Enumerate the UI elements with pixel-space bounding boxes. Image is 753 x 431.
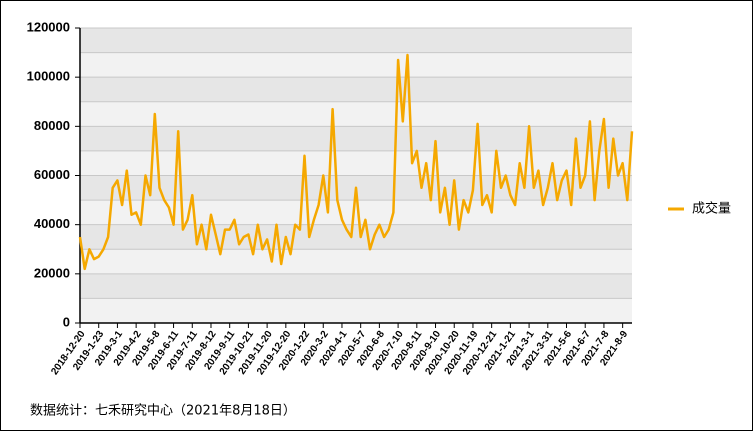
y-tick-label: 120000	[27, 19, 70, 34]
grid-band	[80, 224, 632, 250]
grid-band	[80, 126, 632, 151]
grid-band	[80, 77, 632, 102]
y-tick-label: 0	[63, 314, 70, 329]
y-tick-label: 40000	[34, 216, 70, 231]
legend-label: 成交量	[692, 201, 731, 217]
grid-band	[80, 52, 632, 78]
grid-band	[80, 298, 632, 323]
y-tick-label: 80000	[34, 118, 70, 133]
y-tick-label: 60000	[34, 167, 70, 182]
grid-band	[80, 150, 632, 176]
y-tick-label: 100000	[27, 69, 70, 84]
grid-band	[80, 200, 632, 225]
grid-band	[80, 273, 632, 299]
source-note: 数据统计：七禾研究中心（2021年8月18日）	[30, 404, 296, 419]
grid-band	[80, 249, 632, 274]
grid-band	[80, 28, 632, 53]
grid-band	[80, 101, 632, 127]
series-line	[78, 53, 634, 271]
y-tick-label: 20000	[34, 265, 70, 280]
